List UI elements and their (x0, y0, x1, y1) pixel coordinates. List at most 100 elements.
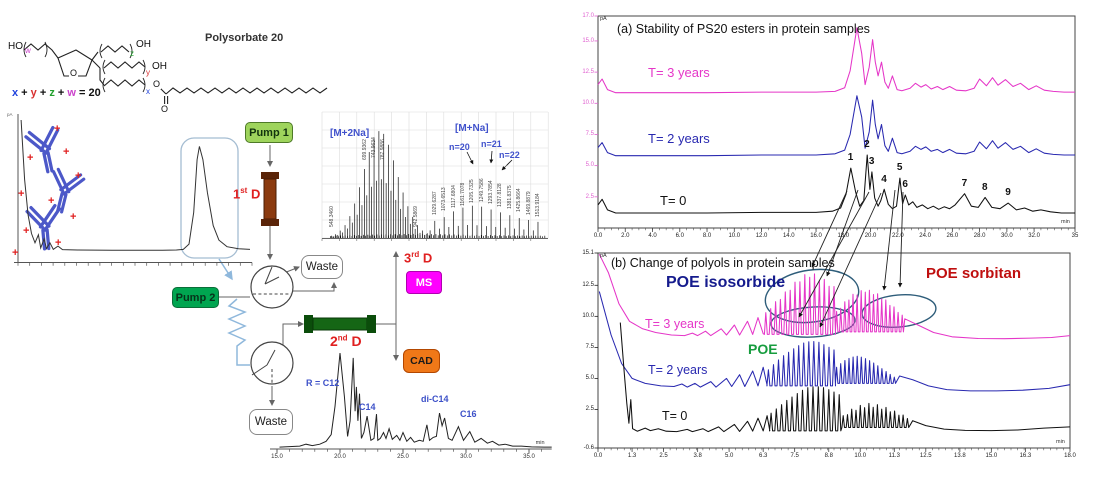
panel_b-x-tick-label: 13.8 (954, 452, 966, 459)
panel_b-y-tick-label: -0.6 (583, 444, 594, 451)
mz-peak-label: 1381.8375 (506, 185, 513, 210)
panel_a-x-tick-label: 4.0 (648, 232, 657, 239)
mz-peak-label: 1029.6287 (431, 191, 438, 216)
panel_a-series (597, 27, 1075, 94)
ms-n21-label: n=21 (481, 139, 502, 149)
panel_b-series (619, 322, 1071, 433)
panel_a-x-tick-label: 16.0 (810, 232, 822, 239)
d3-rest: D (419, 250, 433, 266)
panel_a-x-tick-label: 8.0 (702, 232, 712, 239)
mz-peak-label: 787.9886 (380, 139, 387, 160)
ms-n-arrows (466, 150, 513, 171)
cad-peak-label: di-C14 (421, 394, 449, 404)
formula-part: + (18, 87, 31, 99)
mz-peak-label: 1293.7854 (488, 180, 495, 204)
formula-part: + (36, 87, 50, 99)
formula-part: z (49, 87, 55, 99)
panel_b-x-tick-label: 6.3 (759, 452, 768, 459)
ms-n20-label: n=20 (449, 142, 470, 152)
peak-number-label: 9 (1005, 187, 1011, 199)
polysorbate-structure-skeleton (23, 41, 328, 104)
panel_b-series (598, 253, 1071, 340)
cad-x-tick-label: 30.0 (460, 454, 472, 460)
panel_a-x-tick-label: 30.0 (1001, 232, 1013, 239)
mz-peak-label: 1425.8664 (516, 188, 523, 213)
peak-link-arrow (798, 191, 870, 318)
peak-link-arrow (826, 189, 859, 277)
panel_b-y-tick-label: 15.1 (582, 249, 594, 256)
panel_b-series-label: T= 3 years (645, 317, 705, 331)
d1-num: 1 (233, 186, 241, 202)
cad-x-tick-label: 25.0 (397, 454, 409, 460)
charge-plus-mark: + (75, 170, 82, 182)
panel_b-x-tick-label: 16.3 (1019, 452, 1032, 459)
structure-label-oh-mid: OH (152, 61, 167, 72)
charge-plus-mark: + (12, 247, 19, 259)
third-dimension-label: 3rd D (404, 250, 432, 265)
structure-label-ho: HO (8, 41, 23, 52)
panel-b-title: (b) Change of polyols in protein samples (611, 256, 835, 270)
ms-mna-label: [M+Na] (455, 123, 489, 134)
panel_b-series-label: T= 0 (662, 409, 688, 423)
d2-rest: D (347, 333, 362, 349)
peak-number-label: 5 (896, 162, 903, 174)
mz-peak-label: 1161.7078 (459, 182, 466, 206)
panel_b-series (598, 291, 1071, 392)
peak-number-label: 1 (847, 152, 854, 164)
panel_a-y-tick-label: 15.0 (582, 37, 594, 44)
ms-n22-label: n=22 (499, 150, 520, 160)
panel_b-x-tick-label: 11.3 (888, 452, 900, 459)
panel_b-series-label: T= 2 years (648, 363, 708, 377)
mz-peak-label: 699.9362 (361, 139, 368, 160)
structure-carbonyl-o: O (161, 104, 169, 114)
ms-detector-box: MS (406, 271, 442, 294)
cad-x-tick-label: 35.0 (523, 454, 535, 460)
cad-trace (279, 352, 552, 448)
second-dimension-label: 2nd D (330, 333, 362, 349)
panel-annotation: POE (748, 341, 778, 357)
mz-peak-label: 1205.7325 (469, 179, 476, 203)
cad-x-tick-label: 20.0 (334, 454, 346, 460)
mz-peak-label: 1073.6513 (441, 187, 448, 212)
charge-plus-mark: + (54, 123, 61, 135)
second-dimension-column (304, 315, 376, 333)
cad-x-tick-label: 15.0 (271, 454, 283, 460)
mz-peak-label: 1337.8128 (497, 182, 504, 207)
mz-peak-label: 548.3460 (329, 205, 336, 227)
charge-plus-mark: + (27, 152, 34, 164)
panel_b-x-tick-label: 12.5 (919, 452, 932, 459)
panel_a-series (597, 154, 1075, 214)
panel_b-y-tick-label: 7.5 (585, 344, 594, 351)
structure-ester-o: O (152, 79, 162, 90)
panel-annotation: POE isosorbide (666, 274, 786, 291)
panel_b-y-tick-label: 5.0 (585, 375, 594, 382)
mz-peak-label: 743.9634 (371, 137, 378, 159)
waste-box-top: Waste (301, 255, 343, 279)
panel_b-y-tick-label: 2.5 (585, 406, 594, 413)
peak-link-arrow (811, 190, 848, 268)
d1-rest: D (247, 186, 261, 202)
panel_b-y-tick-label: 10.0 (582, 313, 594, 320)
panel_b-x-tick-label: 3.8 (693, 452, 702, 459)
panel_a-x-tick-label: 0.0 (593, 232, 603, 239)
ms-m2na-label: [M+2Na] (330, 128, 370, 139)
panel_b-y-tick-label: 12.5 (582, 282, 594, 289)
cad-x-unit: min (535, 440, 545, 446)
pump1-box: Pump 1 (245, 122, 293, 143)
panel_a-y-tick-label: 5.0 (585, 162, 594, 169)
charge-plus-mark: + (23, 225, 30, 237)
panel_a-x-tick-label: 12.0 (755, 232, 768, 239)
flow-lines (219, 145, 399, 406)
panel_a-x-tick-label: 10.0 (728, 232, 741, 239)
panel_b-x-tick-label: 15.0 (985, 452, 998, 459)
panel_a-y-tick-label: 7.5 (585, 131, 594, 138)
panel_a-x-unit: min (1061, 218, 1070, 225)
peak-number-label: 6 (902, 179, 908, 191)
structure-title: Polysorbate 20 (205, 32, 284, 44)
panel_a-x-tick-label: 32.0 (1028, 232, 1040, 239)
panel_a-x-tick-label: 24.0 (919, 232, 931, 239)
panel_b-x-unit: min (1056, 438, 1065, 445)
